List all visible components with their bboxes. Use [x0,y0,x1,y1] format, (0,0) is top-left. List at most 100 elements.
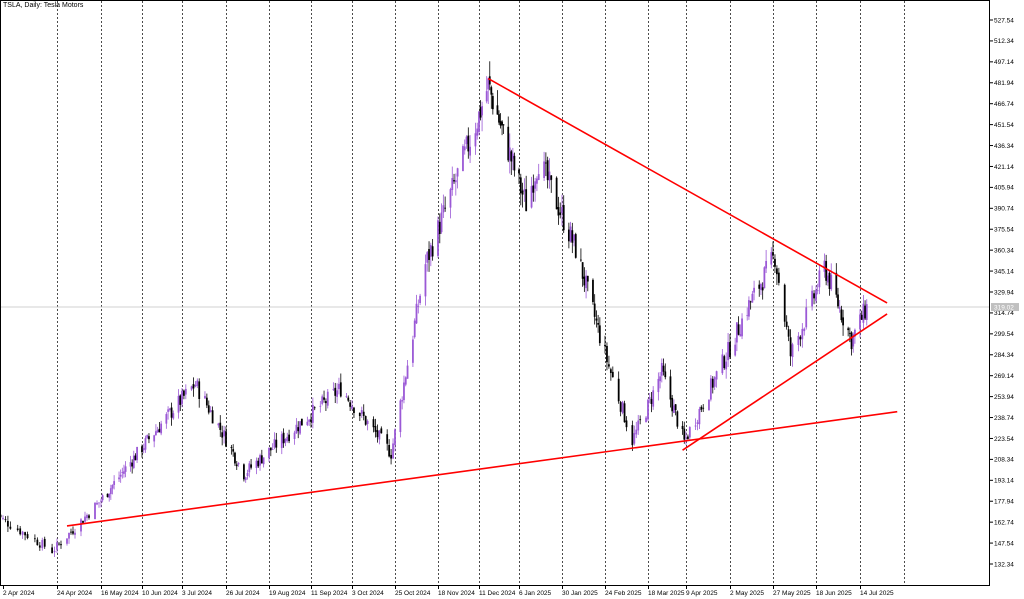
x-tick-label: 9 Apr 2025 [686,590,718,597]
candle-body [828,272,831,289]
candle-body [36,539,39,546]
candle-body [4,519,7,521]
y-tick-label: 269.14 [994,373,1014,380]
candle-body [635,429,638,435]
candle-body [702,407,705,409]
candle-body [723,356,726,369]
candle-body [349,402,352,407]
candle-body [774,258,776,267]
candle-body [325,401,327,404]
candle-body [449,189,452,208]
candle-body [413,320,416,338]
candle-body [217,423,220,426]
candle-body [537,174,540,180]
candle-body [673,405,675,413]
candle-body [313,407,316,409]
candle-body [490,87,493,95]
candle-body [859,314,861,330]
candle-body [557,207,560,216]
candle-body [488,76,491,85]
candle-body [300,418,303,426]
candle-body [386,434,389,444]
candle-body [816,290,819,292]
candle-body [225,431,227,447]
candle-body [463,146,466,151]
y-tick-label: 360.34 [994,247,1014,254]
candle-body [854,329,856,337]
candle-body [394,429,396,446]
x-tick-label: 26 Jul 2024 [226,590,260,597]
candle-body [282,432,285,444]
y-tick-label: 193.14 [994,478,1014,485]
candle-body [573,234,575,241]
candle-body [585,275,587,289]
candle-body [525,189,528,212]
candle-body [286,436,289,441]
candle-body [74,532,76,535]
candle-body [803,328,806,332]
candle-body [708,399,710,411]
candle-body [631,425,634,446]
candle-body [167,409,169,412]
candle-body [534,181,537,189]
candle-body [121,472,124,473]
candle-body [826,275,829,283]
candle-body [523,189,526,192]
candle-body [662,365,665,372]
candle-body [561,206,563,214]
x-tick-label: 3 Oct 2024 [352,590,384,597]
candle-body [424,264,427,297]
candle-body [783,284,786,322]
candle-body [637,420,640,431]
candle-body [136,447,138,461]
candle-body [837,294,839,307]
candle-body [311,404,314,423]
candle-body [763,267,766,289]
candle-body [223,430,225,437]
candle-body [496,105,499,115]
trendline [487,77,888,304]
candle-body [502,124,505,126]
candle-body [374,426,377,432]
candle-body [268,447,270,459]
y-tick-label: 466.74 [994,101,1014,108]
candle-body [119,474,122,477]
candle-body [597,323,600,325]
candle-body [864,305,866,319]
candle-body [683,428,686,440]
candle-body [336,390,338,397]
candle-body [761,287,764,291]
candle-body [426,252,429,263]
candle-body [148,436,150,440]
x-tick-label: 2 Apr 2024 [3,590,35,597]
candle-body [19,528,22,535]
candle-body [617,378,620,402]
candle-body [60,544,62,546]
candle-body [721,354,724,374]
candle-body [753,287,755,293]
candle-body [865,304,868,320]
candle-body [805,307,808,328]
candle-body [308,419,311,422]
candle-body [688,427,691,438]
candle-body [0,514,2,518]
candle-body [451,178,454,190]
candle-body [586,275,589,282]
candle-body [657,378,660,393]
candle-body [51,547,53,554]
candle-body [221,432,224,438]
candle-body [823,260,826,272]
candle-body [440,212,443,233]
candle-body [770,252,773,265]
candle-body [669,376,672,400]
candle-body [660,362,663,376]
x-tick-label: 19 Aug 2024 [269,590,306,597]
candle-body [345,396,348,398]
candle-body [165,414,168,424]
candle-body [487,78,490,90]
y-tick-label: 314.74 [994,310,1014,317]
candle-body [776,268,778,275]
candle-body [100,500,102,502]
candle-body [543,161,545,178]
